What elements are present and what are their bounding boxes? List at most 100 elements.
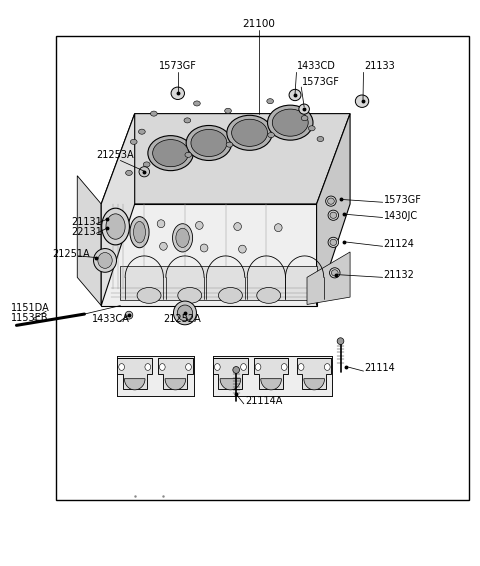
Polygon shape — [317, 114, 350, 306]
Polygon shape — [304, 379, 324, 390]
Ellipse shape — [272, 109, 308, 136]
Text: 1153EB: 1153EB — [11, 312, 49, 323]
Ellipse shape — [329, 268, 340, 278]
Ellipse shape — [215, 363, 220, 370]
Ellipse shape — [281, 363, 287, 370]
Ellipse shape — [144, 162, 150, 167]
Ellipse shape — [185, 152, 192, 157]
Ellipse shape — [233, 367, 240, 374]
Text: 22131: 22131 — [72, 227, 102, 237]
Ellipse shape — [298, 363, 304, 370]
Ellipse shape — [186, 126, 232, 161]
Ellipse shape — [106, 214, 125, 239]
Ellipse shape — [125, 311, 133, 319]
Ellipse shape — [328, 237, 338, 247]
Ellipse shape — [139, 167, 150, 177]
Polygon shape — [165, 379, 186, 390]
Bar — [56, 36, 469, 500]
Text: 21124: 21124 — [384, 239, 414, 249]
Text: 21132: 21132 — [384, 270, 414, 280]
Text: 21253A: 21253A — [96, 150, 134, 160]
Polygon shape — [213, 357, 332, 396]
Ellipse shape — [176, 228, 189, 247]
Text: 1151DA: 1151DA — [11, 303, 50, 313]
Polygon shape — [124, 379, 145, 390]
Ellipse shape — [186, 363, 192, 370]
Polygon shape — [120, 266, 317, 300]
Ellipse shape — [239, 245, 246, 253]
Text: 21251A: 21251A — [52, 248, 90, 259]
Text: 21114A: 21114A — [245, 396, 282, 405]
Text: 1433CD: 1433CD — [298, 61, 336, 71]
Ellipse shape — [184, 118, 191, 123]
Ellipse shape — [267, 105, 313, 140]
Polygon shape — [254, 358, 288, 389]
Ellipse shape — [98, 252, 112, 268]
Polygon shape — [117, 357, 193, 396]
Ellipse shape — [330, 212, 336, 218]
Ellipse shape — [301, 115, 308, 121]
Text: 21252A: 21252A — [163, 314, 201, 324]
Ellipse shape — [191, 130, 227, 157]
Polygon shape — [101, 114, 350, 204]
Polygon shape — [118, 358, 152, 389]
Text: 21114: 21114 — [364, 363, 395, 374]
Ellipse shape — [119, 363, 124, 370]
Text: 1430JC: 1430JC — [384, 211, 418, 221]
Ellipse shape — [159, 242, 167, 250]
Ellipse shape — [126, 170, 132, 175]
Ellipse shape — [177, 305, 192, 321]
Ellipse shape — [131, 139, 137, 144]
Text: 1433CA: 1433CA — [92, 314, 130, 324]
Polygon shape — [261, 379, 281, 390]
Ellipse shape — [267, 98, 274, 104]
Polygon shape — [101, 204, 317, 306]
Ellipse shape — [331, 270, 338, 276]
Ellipse shape — [226, 142, 233, 147]
Ellipse shape — [324, 363, 330, 370]
Polygon shape — [101, 114, 135, 306]
Text: 21133: 21133 — [364, 61, 395, 71]
Ellipse shape — [94, 248, 117, 272]
Polygon shape — [158, 358, 192, 389]
Ellipse shape — [355, 95, 369, 108]
Ellipse shape — [133, 221, 145, 243]
Ellipse shape — [257, 288, 281, 303]
Ellipse shape — [317, 136, 324, 142]
Ellipse shape — [227, 115, 272, 151]
Ellipse shape — [145, 363, 151, 370]
Ellipse shape — [240, 363, 246, 370]
Ellipse shape — [234, 222, 241, 230]
Ellipse shape — [178, 288, 202, 303]
Ellipse shape — [173, 301, 196, 325]
Polygon shape — [220, 379, 241, 390]
Ellipse shape — [337, 338, 344, 345]
Ellipse shape — [275, 224, 282, 231]
Polygon shape — [307, 252, 350, 305]
Ellipse shape — [225, 108, 231, 113]
Ellipse shape — [130, 217, 149, 248]
Ellipse shape — [330, 239, 336, 246]
Ellipse shape — [151, 111, 157, 116]
Ellipse shape — [193, 101, 200, 106]
Ellipse shape — [137, 288, 161, 303]
Ellipse shape — [153, 140, 189, 167]
Ellipse shape — [328, 210, 338, 220]
Text: 1573GF: 1573GF — [159, 61, 197, 71]
Ellipse shape — [200, 244, 208, 252]
Ellipse shape — [172, 224, 192, 252]
Ellipse shape — [148, 136, 193, 170]
Ellipse shape — [309, 126, 315, 131]
Ellipse shape — [232, 119, 267, 147]
Ellipse shape — [195, 221, 203, 229]
Text: 1573GF: 1573GF — [302, 76, 340, 87]
Ellipse shape — [255, 363, 261, 370]
Polygon shape — [213, 358, 248, 389]
Polygon shape — [77, 175, 101, 306]
Ellipse shape — [268, 132, 275, 138]
Ellipse shape — [102, 208, 130, 245]
Ellipse shape — [157, 220, 165, 228]
Text: 1573GF: 1573GF — [384, 195, 421, 205]
Ellipse shape — [327, 198, 334, 204]
Ellipse shape — [289, 89, 301, 101]
